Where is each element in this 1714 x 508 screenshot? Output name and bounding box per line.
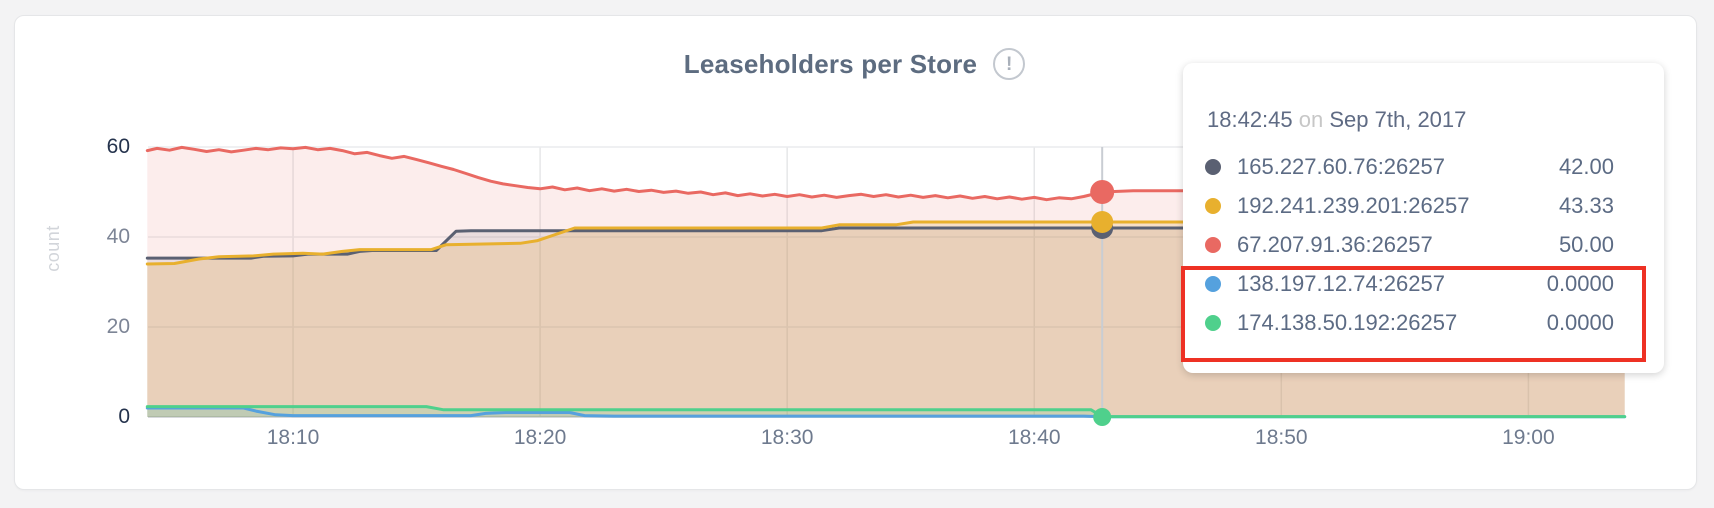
series-area — [147, 406, 1625, 417]
series-color-dot-icon — [1205, 236, 1221, 253]
x-axis-tick: 18:30 — [760, 426, 814, 449]
hover-dot — [1090, 180, 1115, 204]
tooltip-timestamp: 18:42:45 on Sep 7th, 2017 — [1207, 107, 1614, 133]
tooltip-series-value: 0.0000 — [1546, 309, 1614, 335]
x-axis-tick: 18:50 — [1255, 426, 1308, 449]
chart-header: Leaseholders per Store ! — [14, 48, 1695, 80]
tooltip-series-value: 43.33 — [1558, 192, 1614, 218]
y-axis-tick: 0 — [118, 405, 130, 428]
series-color-dot-icon — [1205, 197, 1221, 214]
hover-dot — [1093, 408, 1112, 426]
x-axis-tick: 18:10 — [266, 426, 320, 449]
hover-dot — [1091, 211, 1114, 234]
tooltip-series-name: 67.207.91.36:26257 — [1237, 231, 1433, 257]
series-line — [145, 220, 1627, 266]
tooltip-connector: on — [1298, 107, 1324, 132]
tooltip-series-value: 42.00 — [1558, 153, 1614, 179]
x-axis-tick: 19:00 — [1502, 426, 1555, 449]
tooltip-series-value: 50.00 — [1558, 231, 1614, 257]
y-axis-tick: 60 — [106, 135, 130, 158]
tooltip-series-name: 138.197.12.74:26257 — [1237, 270, 1445, 296]
x-axis-tick: 18:40 — [1007, 426, 1061, 449]
tooltip-series-list: 165.227.60.76:26257 42.00 192.241.239.201:… — [1205, 147, 1614, 342]
series-color-dot-icon — [1205, 275, 1221, 292]
series-color-dot-icon — [1205, 158, 1221, 175]
series-color-dot-icon — [1205, 314, 1221, 331]
x-axis-tick: 18:20 — [513, 426, 567, 449]
tooltip-series-value: 0.0000 — [1546, 270, 1614, 296]
chart-title: Leaseholders per Store — [683, 48, 978, 79]
tooltip-series-name: 174.138.50.192:26257 — [1237, 309, 1458, 335]
tooltip-date: Sep 7th, 2017 — [1329, 107, 1467, 132]
series-line — [145, 406, 1627, 419]
series-line — [145, 405, 1627, 419]
hover-tooltip: 18:42:45 on Sep 7th, 2017 165.227.60.76:… — [1183, 63, 1664, 373]
tooltip-row: 174.138.50.192:26257 0.0000 — [1205, 303, 1614, 342]
series-line — [145, 145, 1627, 202]
y-axis-tick: 40 — [106, 225, 130, 248]
tooltip-row: 67.207.91.36:26257 50.00 — [1205, 225, 1614, 264]
tooltip-series-name: 165.227.60.76:26257 — [1237, 153, 1445, 179]
series-area — [147, 408, 1625, 417]
tooltip-row: 138.197.12.74:26257 0.0000 — [1205, 264, 1614, 303]
info-icon[interactable]: ! — [993, 48, 1026, 80]
tooltip-time: 18:42:45 — [1207, 107, 1293, 132]
tooltip-row: 165.227.60.76:26257 42.00 — [1205, 147, 1614, 186]
tooltip-series-name: 192.241.239.201:26257 — [1237, 192, 1470, 218]
y-axis-tick: 20 — [106, 315, 130, 338]
tooltip-row: 192.241.239.201:26257 43.33 — [1205, 186, 1614, 225]
